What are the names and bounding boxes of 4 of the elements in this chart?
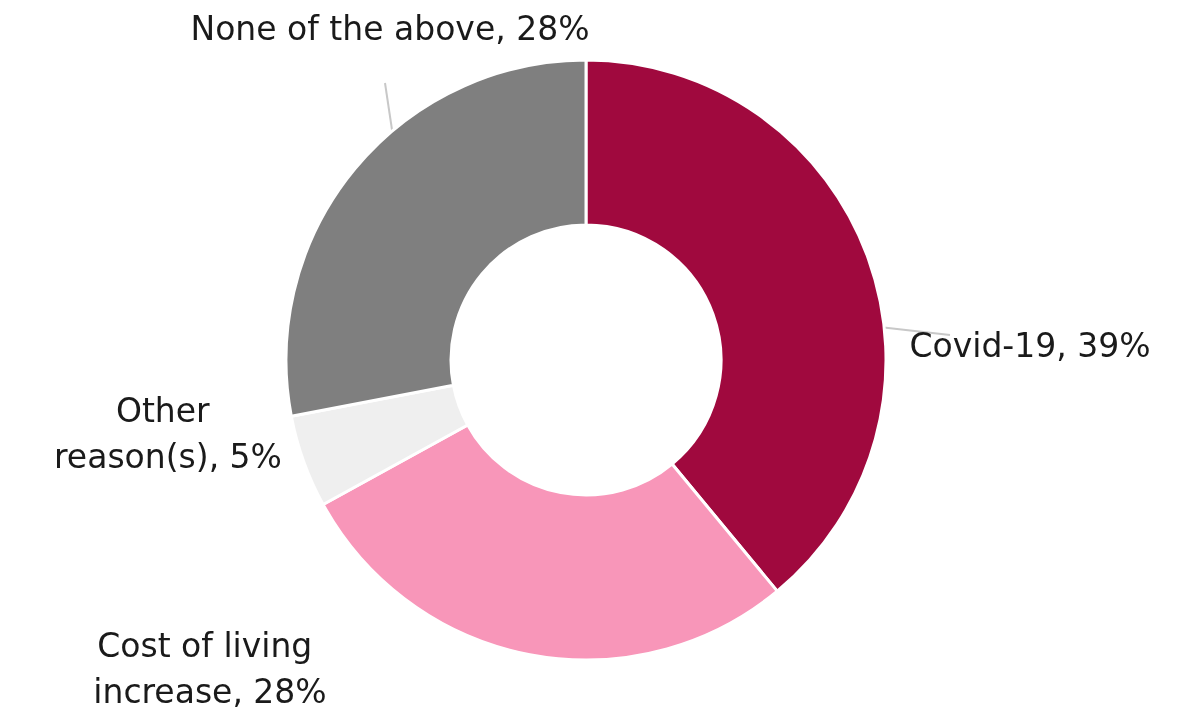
slice-label: Other reason(s), 5% bbox=[54, 390, 282, 476]
slice-label: None of the above, 28% bbox=[190, 8, 590, 48]
slice-label: Covid-19, 39% bbox=[909, 325, 1151, 365]
slice-label: Cost of living increase, 28% bbox=[93, 625, 327, 711]
